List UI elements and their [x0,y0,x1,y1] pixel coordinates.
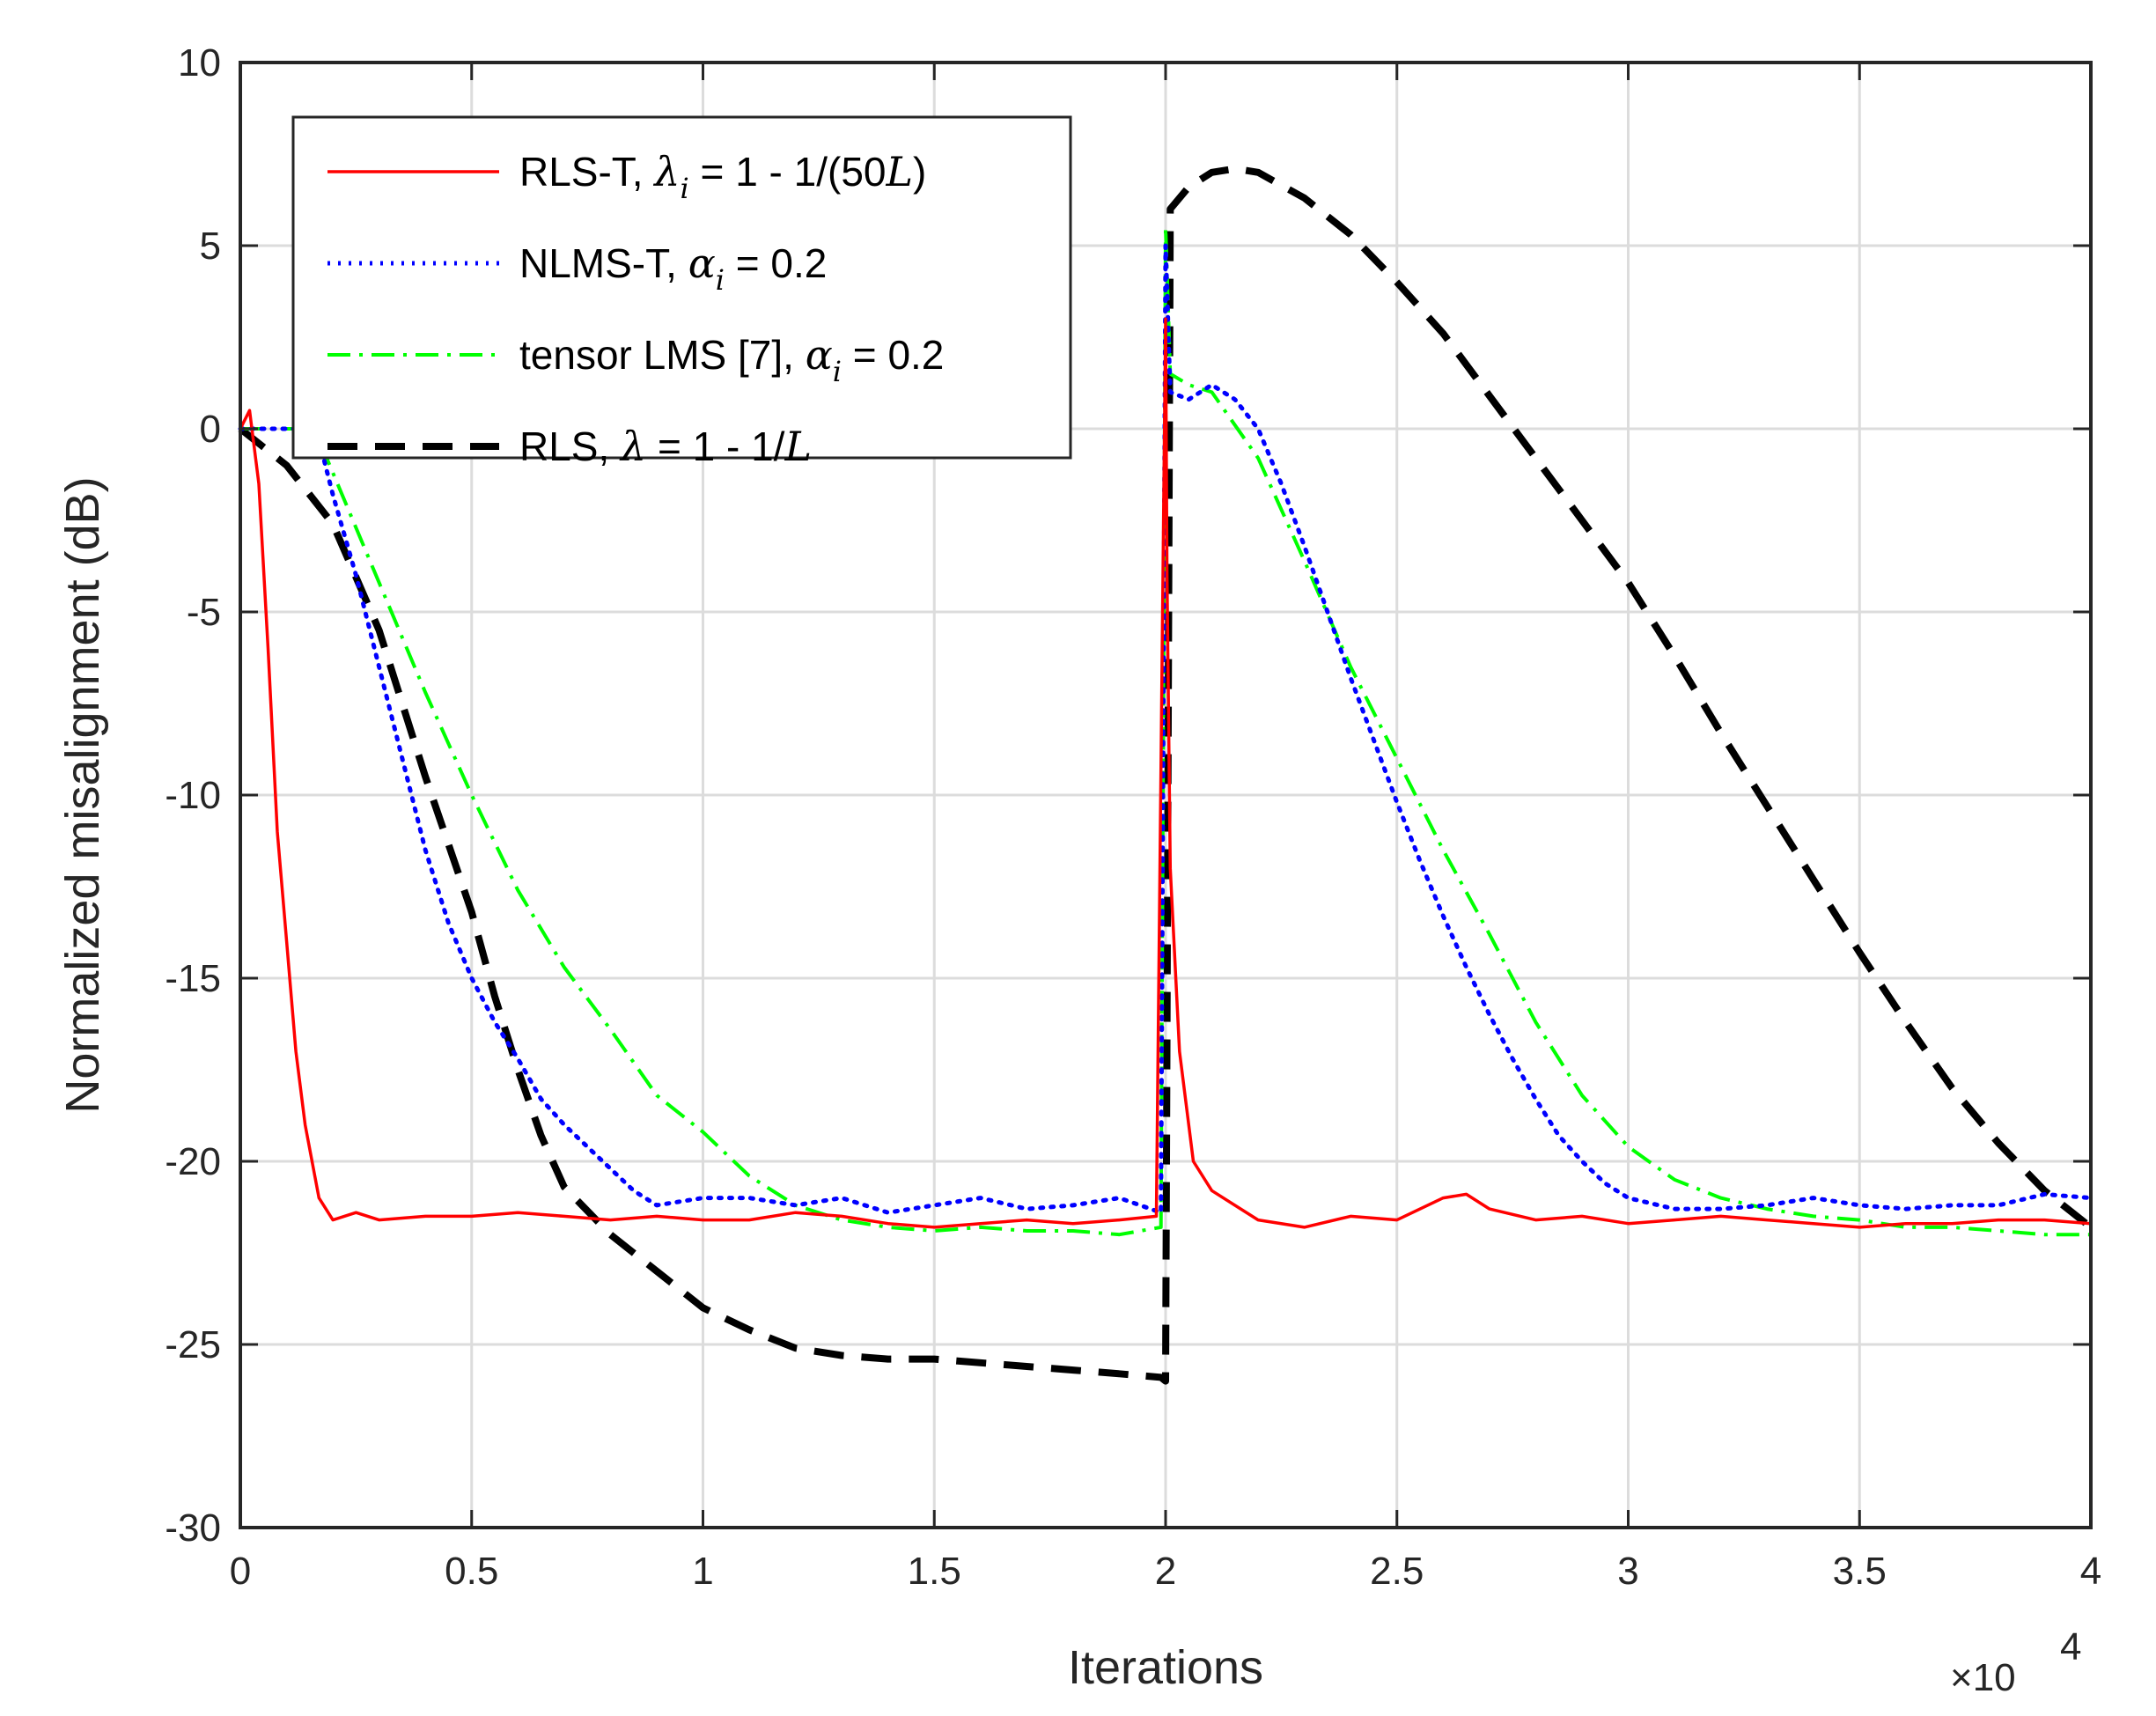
legend-symbol: λ [619,423,646,470]
legend-text: RLS, [519,423,621,469]
series-group [238,165,2093,1385]
x-tick-label: 1 [692,1550,713,1593]
x-tick-label: 3.5 [1833,1550,1887,1593]
legend-subscript: i [833,355,842,388]
y-tick-label: -30 [165,1506,221,1550]
legend-text: ) [913,149,926,195]
legend-symbol: α [806,331,833,379]
y-tick-label: -10 [165,774,221,817]
legend-text: NLMS-T, [519,240,688,286]
legend-subscript: i [681,172,689,205]
legend-items: RLS-T, λi = 1 - 1/(50L)NLMS-T, αi = 0.2t… [327,148,944,470]
legend-subscript: i [716,263,725,297]
x-tick-label: 3 [1617,1550,1638,1593]
y-tick-label: 5 [200,225,221,268]
legend-box [291,115,1072,460]
legend-text: = 1 - 1/ [646,423,784,469]
x-tick-label: 4 [2080,1550,2101,1593]
x-tick-label: 2.5 [1370,1550,1424,1593]
legend: RLS-T, λi = 1 - 1/(50L)NLMS-T, αi = 0.2t… [291,115,1072,470]
y-tick-label: 10 [178,41,221,85]
series-line-1 [238,243,2093,1215]
y-tick-label: -25 [165,1323,221,1366]
legend-text: = 0.2 [842,332,944,378]
y-tick-label: -15 [165,957,221,1000]
y-tick-label: -5 [187,591,221,634]
legend-text: = 0.2 [725,240,827,286]
y-tick-label: 0 [200,408,221,451]
legend-symbol: α [688,239,716,287]
axes-frame [239,61,2093,1529]
legend-label-1: NLMS-T, αi = 0.2 [519,239,827,297]
legend-label-2: tensor LMS [7], αi = 0.2 [519,331,944,388]
legend-label-0: RLS-T, λi = 1 - 1/(50L) [519,148,926,205]
legend-text: = 1 - 1/(50 [689,149,887,195]
y-tick-labels: 10 5 0 -5 -10 -15 -20 -25 -30 [165,41,221,1550]
series-line-0 [239,317,2092,1229]
legend-text: RLS-T, [519,149,654,195]
legend-italic: L [784,423,812,470]
legend-italic: L [886,148,914,195]
legend-label-3: RLS, λ = 1 - 1/L [519,423,812,470]
x-axis-label: Iterations [1068,1641,1263,1694]
legend-text: tensor LMS [7], [519,332,806,378]
x-tick-label: 2 [1155,1550,1176,1593]
series-line-2 [240,225,2091,1237]
x-tick-label: 0 [230,1550,251,1593]
y-tick-label: -20 [165,1140,221,1183]
series-line-3 [238,165,2093,1385]
x-multiplier-base: ×10 [1950,1656,2016,1699]
y-axis-label: Normalized misalignment (dB) [56,476,109,1113]
x-tick-label: 0.5 [445,1550,498,1593]
x-multiplier: ×10 4 [1950,1625,2081,1699]
x-tick-label: 1.5 [908,1550,961,1593]
x-multiplier-exponent: 4 [2060,1625,2081,1668]
legend-symbol: λ [652,148,680,195]
x-tick-labels: 0 0.5 1 1.5 2 2.5 3 3.5 4 [230,1550,2101,1593]
